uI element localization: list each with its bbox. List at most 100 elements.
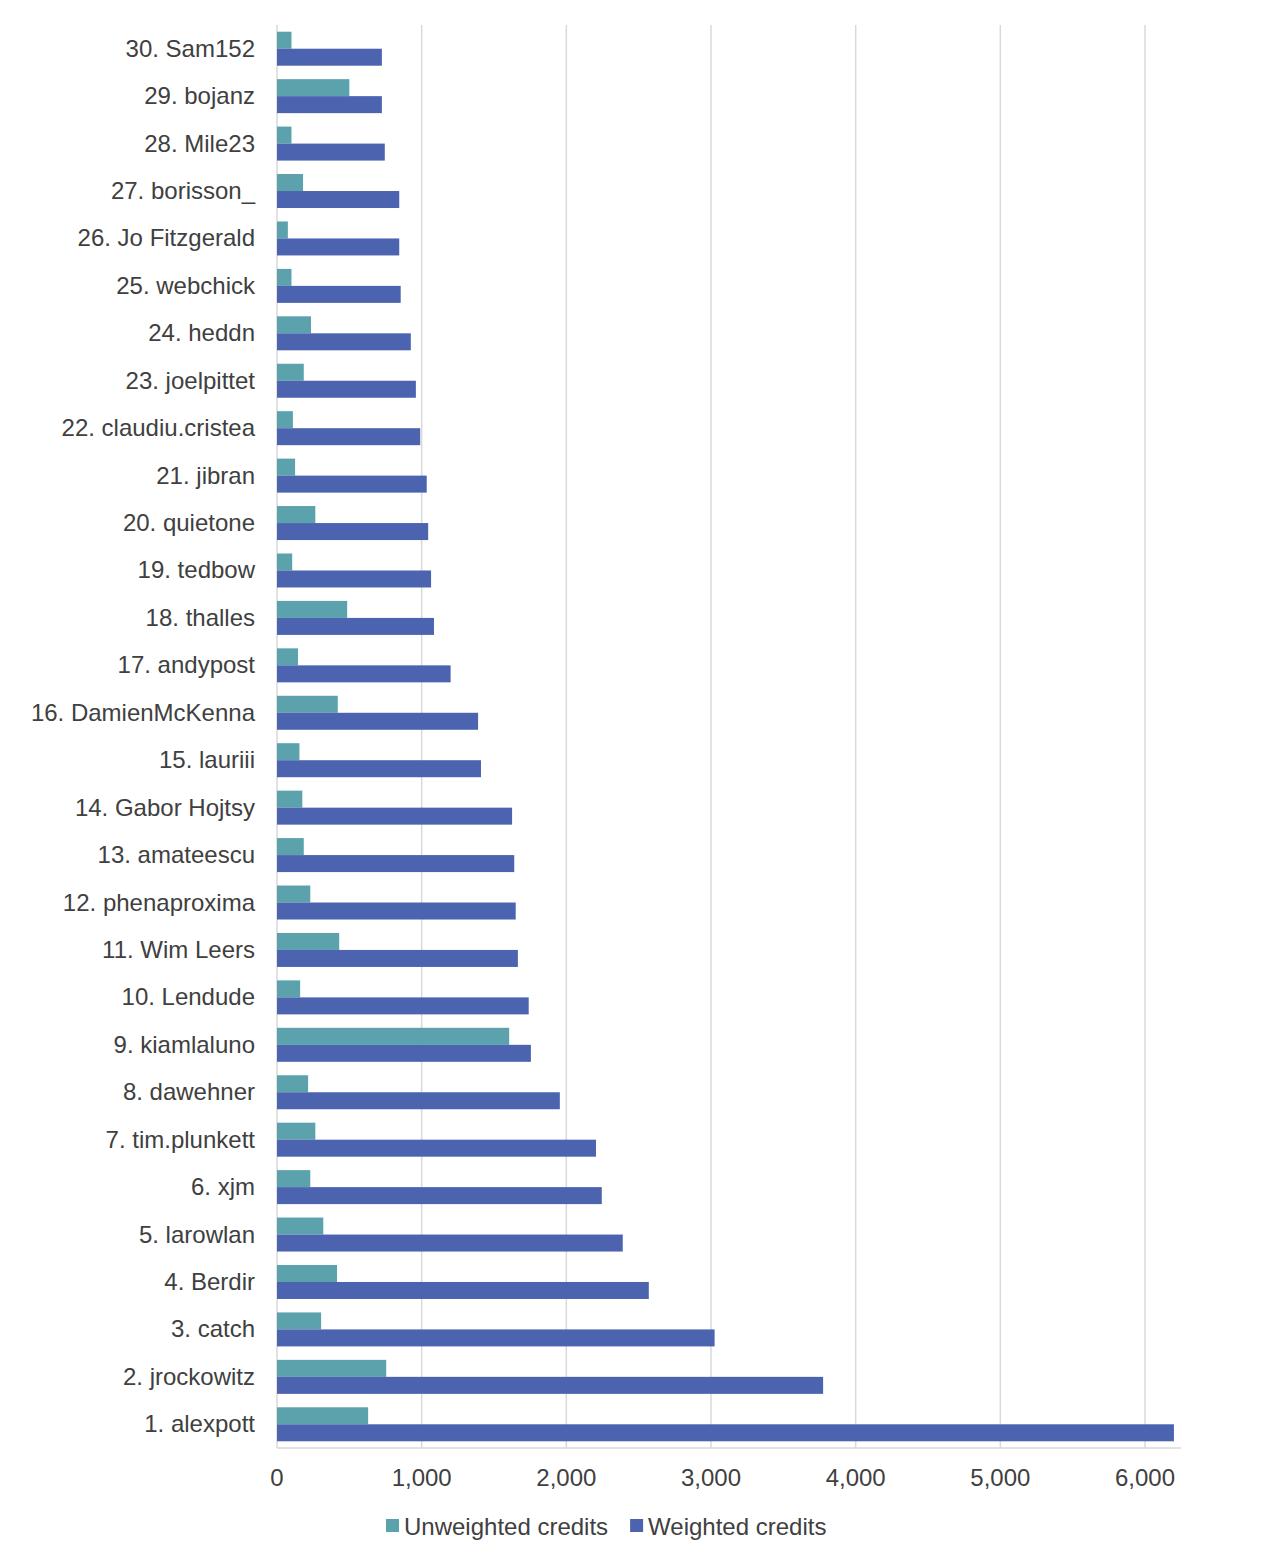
bar — [277, 1187, 602, 1204]
bar — [277, 903, 516, 920]
category-label: 26. Jo Fitzgerald — [78, 224, 255, 251]
category-label: 14. Gabor Hojtsy — [75, 794, 255, 821]
category-label: 10. Lendude — [122, 983, 255, 1010]
category-label: 11. Wim Leers — [102, 936, 255, 963]
bar — [277, 191, 399, 208]
legend: Unweighted credits Weighted credits — [386, 1513, 826, 1540]
category-label: 3. catch — [171, 1315, 255, 1342]
bar — [277, 286, 401, 303]
bar — [277, 32, 291, 49]
legend-swatch — [630, 1519, 643, 1532]
category-label: 13. amateescu — [98, 841, 255, 868]
category-label: 18. thalles — [146, 604, 255, 631]
category-label: 1. alexpott — [144, 1410, 255, 1437]
category-label: 22. claudiu.cristea — [62, 414, 256, 441]
bar — [277, 553, 292, 570]
bar — [277, 1377, 823, 1394]
bar — [277, 713, 478, 730]
bar — [277, 618, 434, 635]
category-label: 29. bojanz — [144, 82, 255, 109]
bar — [277, 1218, 323, 1235]
bar — [277, 838, 304, 855]
tick-label: 6,000 — [1115, 1464, 1175, 1491]
bar — [277, 269, 291, 286]
bar — [277, 1092, 560, 1109]
bar — [277, 1360, 386, 1377]
grid-line — [1144, 25, 1146, 1448]
bar — [277, 1235, 623, 1252]
bar — [277, 96, 382, 113]
grid-line — [855, 25, 857, 1448]
grid-line — [710, 25, 712, 1448]
category-label: 4. Berdir — [164, 1268, 255, 1295]
bar — [277, 411, 293, 428]
legend-label: Unweighted credits — [404, 1513, 608, 1540]
bar — [277, 950, 518, 967]
bar — [277, 238, 399, 255]
bar — [277, 886, 310, 903]
bar — [277, 1075, 308, 1092]
category-label: 16. DamienMcKenna — [31, 699, 256, 726]
bar — [277, 760, 481, 777]
bar — [277, 1282, 649, 1299]
category-label: 17. andypost — [118, 651, 256, 678]
bar — [277, 1329, 715, 1346]
bar — [277, 49, 382, 66]
category-label: 15. lauriii — [159, 746, 255, 773]
category-label: 21. jibran — [156, 462, 255, 489]
tick-label: 4,000 — [826, 1464, 886, 1491]
category-label: 25. webchick — [116, 272, 256, 299]
bar — [277, 1028, 509, 1045]
bar — [277, 743, 299, 760]
chart: 01,0002,0003,0004,0005,0006,00030. Sam15… — [0, 0, 1280, 1563]
bar — [277, 648, 298, 665]
bar — [277, 808, 512, 825]
category-label: 19. tedbow — [138, 556, 256, 583]
legend-label: Weighted credits — [648, 1513, 826, 1540]
tick-label: 3,000 — [681, 1464, 741, 1491]
bar — [277, 980, 300, 997]
bar — [277, 1140, 596, 1157]
bar — [277, 79, 349, 96]
bar — [277, 144, 385, 161]
category-label: 23. joelpittet — [126, 367, 256, 394]
bar — [277, 1123, 315, 1140]
category-label: 6. xjm — [191, 1173, 255, 1200]
bar — [277, 933, 339, 950]
bar — [277, 364, 304, 381]
category-label: 8. dawehner — [123, 1078, 255, 1105]
bar — [277, 333, 411, 350]
bar — [277, 1407, 368, 1424]
tick-label: 1,000 — [392, 1464, 452, 1491]
bar — [277, 791, 302, 808]
category-label: 7. tim.plunkett — [106, 1126, 256, 1153]
bar — [277, 570, 431, 587]
bar — [277, 665, 451, 682]
category-label: 12. phenaproxima — [63, 889, 256, 916]
bar — [277, 523, 428, 540]
legend-swatch — [386, 1519, 399, 1532]
bar — [277, 997, 529, 1014]
bar — [277, 696, 338, 713]
tick-label: 0 — [270, 1464, 283, 1491]
bar — [277, 174, 303, 191]
bar — [277, 506, 315, 523]
bar — [277, 127, 291, 144]
tick-label: 5,000 — [970, 1464, 1030, 1491]
category-label: 24. heddn — [148, 319, 255, 346]
bar — [277, 1045, 531, 1062]
category-label: 20. quietone — [123, 509, 255, 536]
category-label: 9. kiamlaluno — [114, 1031, 255, 1058]
bar — [277, 1424, 1174, 1441]
bar — [277, 428, 420, 445]
bar — [277, 601, 347, 618]
bar — [277, 381, 416, 398]
bar — [277, 1312, 321, 1329]
category-label: 2. jrockowitz — [123, 1363, 255, 1390]
bar — [277, 459, 295, 476]
grid-line — [1000, 25, 1002, 1448]
bar — [277, 1170, 310, 1187]
x-axis-line — [277, 1447, 1181, 1449]
bars — [277, 32, 1174, 1442]
bar — [277, 1265, 337, 1282]
